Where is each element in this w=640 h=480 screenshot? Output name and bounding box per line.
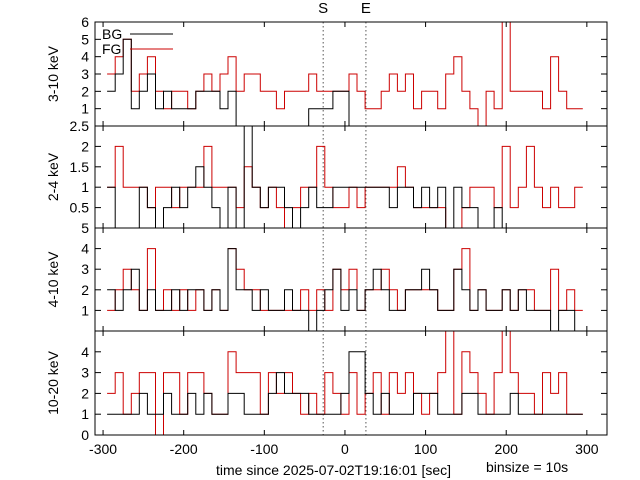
binsize-note: binsize = 10s [486,459,568,475]
x-tick-label: -300 [89,441,117,457]
y-tick-label: 1.5 [70,159,90,175]
x-tick-label: -200 [170,441,198,457]
y-tick-label: 2 [81,138,89,154]
panel-4: 0 1 2 3 4 10-20 keV [45,330,608,443]
series-fg-panel-4 [107,330,583,436]
x-tick-label: 100 [414,441,438,457]
y-tick-label: 2.5 [70,118,90,134]
y-axis-label: 4-10 keV [45,251,61,308]
panel-frame [94,330,608,436]
y-axis-label: 10-20 keV [45,350,61,414]
y-tick-label: 1 [81,406,89,422]
x-tick-label: 0 [341,441,349,457]
x-axis: -300 -200 -100 0 100 200 300 [89,441,599,457]
y-tick-label: 1 [81,179,89,195]
y-tick-label: 4 [81,49,89,65]
panel-3: 1 2 3 4 5 4-10 keV [45,220,608,332]
y-axis-label: 2-4 keV [45,152,61,201]
marker-label-s: S [318,0,328,17]
legend: BG FG [102,26,173,57]
series-fg-panel-1 [107,21,583,127]
y-tick-label: 6 [81,14,89,30]
marker-label-e: E [361,0,371,17]
series-bg-panel-1 [107,38,583,127]
y-tick-label: 3 [81,365,89,381]
y-tick-label: 4 [81,344,89,360]
panel-2: 0.5 1 1.5 2 2.5 2-4 keV [45,118,608,229]
y-tick-label: 2 [81,385,89,401]
y-tick-label: 3 [81,261,89,277]
y-tick-label: 3 [81,66,89,82]
y-tick-label: 0.5 [70,200,90,216]
y-axis-label: 3-10 keV [45,45,61,102]
series-bg-panel-3 [107,248,583,332]
x-tick-label: 200 [495,441,519,457]
panel-frame [94,227,608,332]
series-bg-panel-2 [107,125,583,229]
series-bg-panel-4 [107,351,583,415]
x-axis-title: time since 2025-07-02T19:16:01 [sec] [216,462,451,478]
y-tick-label: 5 [81,220,89,236]
legend-bg-label: BG [102,26,122,42]
series-fg-panel-3 [107,248,583,311]
x-tick-label: 300 [575,441,599,457]
y-tick-label: 2 [81,83,89,99]
y-tick-label: 5 [81,31,89,47]
panel-frame [94,125,608,229]
legend-fg-label: FG [102,41,121,57]
x-tick-label: -100 [250,441,278,457]
y-tick-label: 0 [81,427,89,443]
y-tick-label: 1 [81,101,89,117]
y-tick-label: 1 [81,302,89,318]
y-tick-label: 4 [81,241,89,257]
panel-1: 1 234 56 3-10 keV [45,14,608,127]
y-tick-label: 2 [81,282,89,298]
